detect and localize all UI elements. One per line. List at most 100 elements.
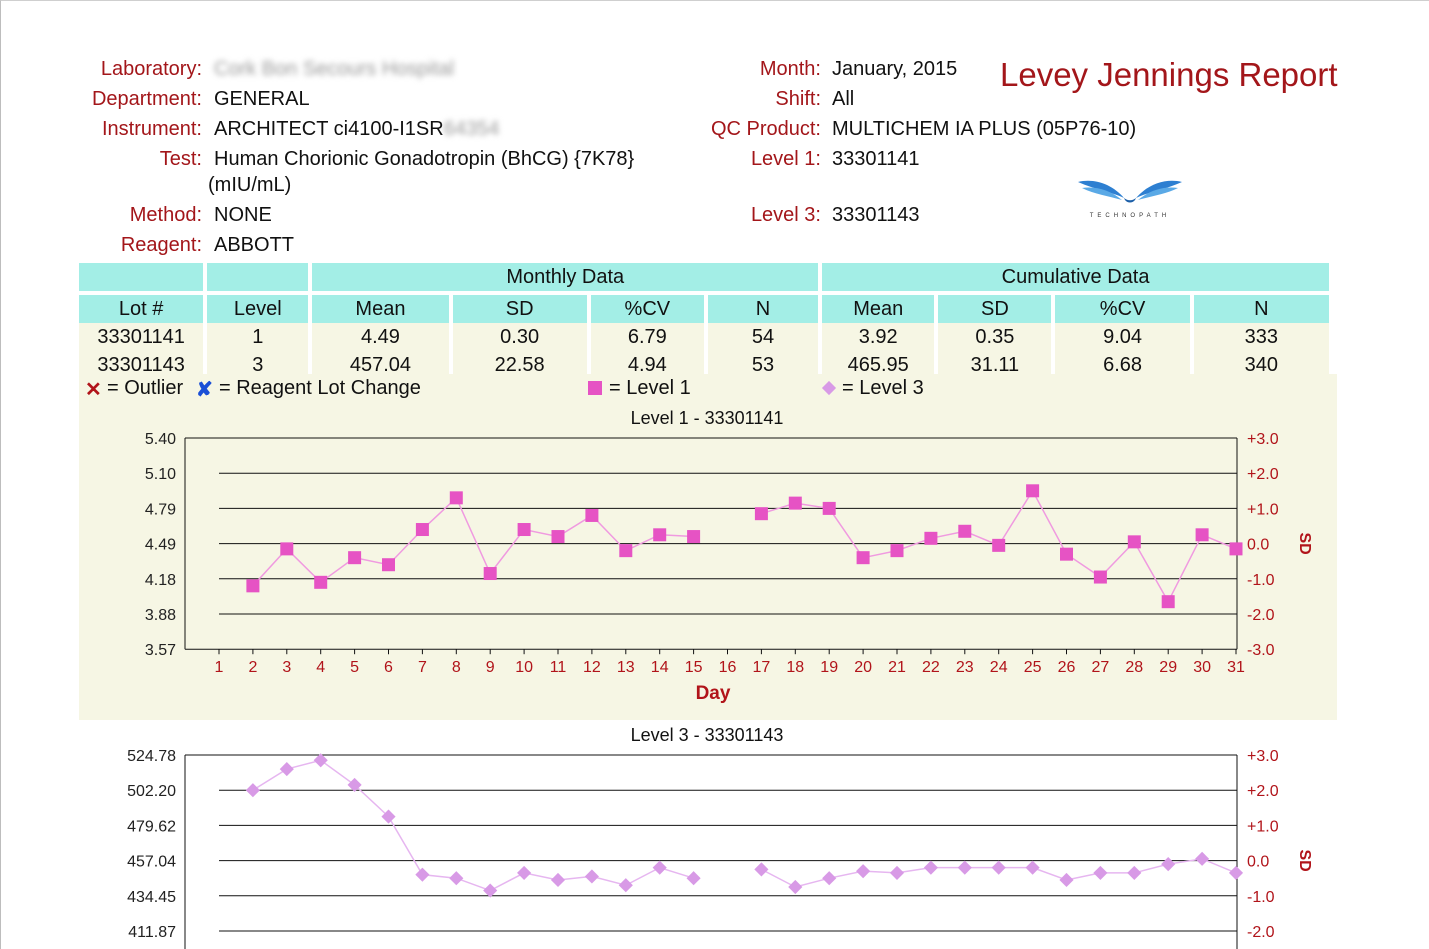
data-point bbox=[550, 872, 566, 888]
data-point bbox=[1161, 595, 1175, 609]
data-point bbox=[415, 867, 430, 882]
data-point bbox=[686, 871, 701, 886]
data-point bbox=[313, 753, 328, 768]
data-point bbox=[1026, 484, 1040, 498]
data-point bbox=[652, 860, 667, 875]
x-tick-label: 2 bbox=[248, 659, 257, 676]
x-tick-label: 23 bbox=[956, 659, 974, 676]
month-label: Month: bbox=[759, 58, 821, 80]
data-point bbox=[958, 524, 972, 538]
statistics-table: Monthly Data Cumulative Data Lot # Level… bbox=[75, 263, 1333, 379]
y-tick-label-right: -2.0 bbox=[1247, 607, 1275, 624]
table-cell: 333 bbox=[1193, 323, 1329, 351]
y-tick-label-left: 434.45 bbox=[127, 889, 176, 906]
col-header-monthly-mean: Mean bbox=[312, 295, 449, 323]
data-point bbox=[483, 567, 497, 581]
y-tick-label-right: 0.0 bbox=[1247, 854, 1269, 871]
data-point bbox=[314, 575, 328, 589]
y-tick-label-left: 4.79 bbox=[145, 501, 176, 518]
data-point bbox=[449, 491, 463, 505]
col-header-lot: Lot # bbox=[79, 295, 204, 323]
data-point bbox=[1093, 865, 1108, 880]
data-point bbox=[1060, 547, 1073, 561]
y-tick-label-left: 5.10 bbox=[145, 466, 176, 483]
report-title: Levey Jennings Report bbox=[1000, 56, 1338, 93]
level1-label: Level 1: bbox=[750, 148, 821, 170]
table-cell: 1 bbox=[207, 323, 309, 351]
x-tick-label: 17 bbox=[753, 659, 771, 676]
data-point bbox=[619, 544, 633, 558]
x-tick-label: 6 bbox=[384, 659, 393, 676]
data-point bbox=[246, 579, 260, 593]
data-point bbox=[415, 523, 429, 537]
x-tick-label: 26 bbox=[1058, 659, 1076, 676]
x-tick-label: 30 bbox=[1193, 659, 1211, 676]
method-label: Method: bbox=[129, 204, 202, 226]
data-point bbox=[1195, 851, 1210, 866]
table-cell: 3.92 bbox=[822, 323, 935, 351]
table-group-header-blank bbox=[207, 263, 309, 291]
department-label: Department: bbox=[91, 88, 202, 110]
laboratory-value: Cork Bon Secours Hospital bbox=[214, 58, 454, 81]
y-tick-label-right: +2.0 bbox=[1247, 466, 1279, 483]
qc-product-label: QC Product: bbox=[710, 118, 821, 140]
data-point bbox=[653, 528, 667, 542]
col-header-monthly-cv: %CV bbox=[590, 295, 704, 323]
level3-legend-text: = Level 3 bbox=[842, 377, 924, 399]
data-point bbox=[992, 538, 1006, 552]
data-point bbox=[687, 530, 701, 544]
y-tick-label-left: 457.04 bbox=[127, 854, 176, 871]
technopath-wings-icon bbox=[1078, 180, 1182, 203]
col-header-cumulative-sd: SD bbox=[938, 295, 1052, 323]
data-point bbox=[1093, 570, 1107, 584]
table-cell: 6.79 bbox=[590, 323, 704, 351]
table-cell: 4.49 bbox=[312, 323, 449, 351]
data-point bbox=[279, 762, 294, 777]
series-line bbox=[252, 759, 694, 892]
department-value: GENERAL bbox=[214, 88, 310, 110]
data-point bbox=[754, 862, 769, 877]
level3-value: 33301143 bbox=[832, 204, 920, 226]
x-tick-label: 5 bbox=[350, 659, 359, 676]
data-point bbox=[381, 809, 396, 824]
qc-product-value: MULTICHEM IA PLUS (05P76-10) bbox=[832, 118, 1137, 140]
y-tick-label-left: 4.49 bbox=[145, 537, 176, 554]
technopath-logo: TECHNOPATH bbox=[1072, 174, 1188, 226]
data-point bbox=[923, 860, 938, 875]
y-tick-label-left: 3.57 bbox=[145, 642, 176, 659]
data-point bbox=[1059, 872, 1074, 888]
y-tick-label-right: -3.0 bbox=[1247, 642, 1275, 659]
x-tick-label: 29 bbox=[1159, 659, 1177, 676]
chart-legend: ✕ = Outlier ✘ = Reagent Lot Change = Lev… bbox=[79, 374, 1337, 404]
y-tick-label-right: -1.0 bbox=[1247, 889, 1275, 906]
col-header-monthly-n: N bbox=[707, 295, 819, 323]
reagent-lot-change-legend-text: = Reagent Lot Change bbox=[219, 377, 421, 399]
x-tick-label: 8 bbox=[452, 659, 461, 676]
reagent-label: Reagent: bbox=[120, 234, 202, 256]
data-point bbox=[449, 871, 464, 886]
table-cell: 0.35 bbox=[938, 323, 1052, 351]
y-tick-label-right: 0.0 bbox=[1247, 537, 1269, 554]
data-point bbox=[788, 879, 803, 895]
x-tick-label: 4 bbox=[316, 659, 325, 676]
y-tick-label-right: +1.0 bbox=[1247, 501, 1279, 518]
y-tick-label-left: 479.62 bbox=[127, 818, 176, 835]
x-tick-label: 9 bbox=[486, 659, 495, 676]
col-header-cumulative-cv: %CV bbox=[1055, 295, 1190, 323]
instrument-value-blurred: 64354 bbox=[443, 118, 500, 140]
table-cell: 54 bbox=[707, 323, 819, 351]
data-point bbox=[889, 865, 905, 880]
laboratory-value-blurred: Cork Bon Secours Hospital bbox=[214, 58, 455, 80]
y-tick-label-right: +2.0 bbox=[1247, 783, 1279, 800]
data-point bbox=[517, 865, 532, 880]
x-tick-label: 22 bbox=[922, 659, 940, 676]
test-label: Test: bbox=[159, 148, 202, 170]
table-cell: 9.04 bbox=[1055, 323, 1190, 351]
data-point bbox=[348, 551, 362, 565]
x-tick-label: 27 bbox=[1092, 659, 1110, 676]
y-tick-label-left: 502.20 bbox=[127, 783, 176, 800]
data-point bbox=[1127, 865, 1142, 880]
data-point bbox=[957, 860, 972, 875]
shift-label: Shift: bbox=[775, 88, 821, 110]
level1-chart-panel bbox=[79, 404, 1337, 720]
